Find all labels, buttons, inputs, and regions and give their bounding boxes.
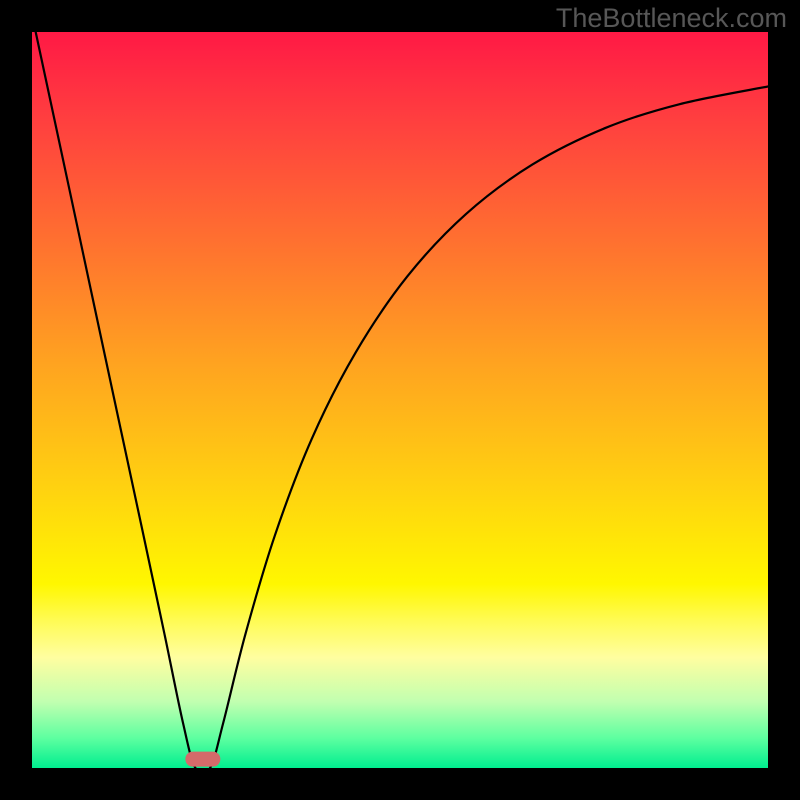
bottleneck-curve [36, 32, 768, 768]
curve-layer [32, 32, 768, 768]
plot-area [32, 32, 768, 768]
watermark-text: TheBottleneck.com [556, 3, 787, 34]
figure-root: TheBottleneck.com [0, 0, 800, 800]
optimum-marker [185, 752, 220, 767]
